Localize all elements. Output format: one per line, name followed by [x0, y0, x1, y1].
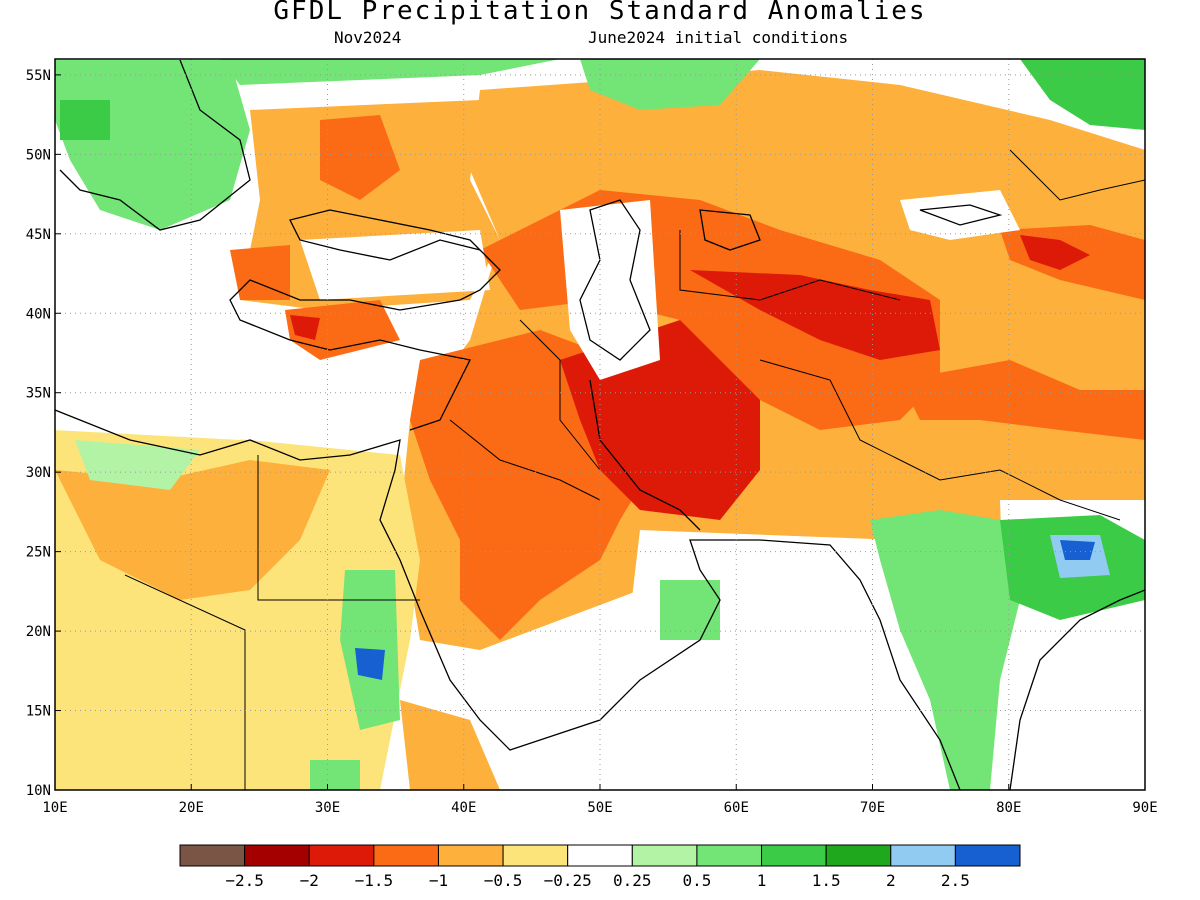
colorbar-swatch [825, 844, 892, 867]
mediterranean-blacksea-coast [229, 209, 501, 431]
lon-label: 10E [42, 800, 67, 816]
iraq-iran-border [519, 319, 601, 471]
ethiopia-dry [400, 700, 500, 790]
egypt-sudan-border [257, 455, 420, 601]
russia-north-wet [580, 59, 760, 110]
sahara-dry-patch [55, 460, 330, 600]
mongolia-red [1020, 235, 1090, 270]
colorbar-labels: −2.5 −2 −1.5 −1 −0.5 −0.25 0.25 0.5 1 1.5 2 2.5 [225, 871, 969, 890]
colorbar-swatch [437, 844, 504, 867]
mediterranean-neutral [55, 260, 240, 440]
colorbar-swatch [567, 844, 633, 867]
lon-label: 30E [315, 800, 340, 816]
tibet-west [900, 360, 1145, 440]
lat-label: 30N [26, 465, 51, 481]
initial-conditions-label: June2024 initial conditions [588, 28, 849, 47]
lon-label: 40E [451, 800, 476, 816]
siberia-wet [1020, 59, 1145, 130]
kazakhstan-border [679, 230, 901, 301]
map-title: GFDL Precipitation Standard Anomalies [273, 0, 927, 26]
oman-wet [660, 580, 720, 640]
colorbar-swatch [308, 844, 375, 867]
anatolia-orange [285, 300, 400, 360]
balkans-orange [230, 245, 290, 300]
valid-month-label: Nov2024 [334, 28, 402, 47]
black-sea-neutral [300, 230, 490, 300]
plot-frame [54, 58, 1146, 791]
colorbar [179, 844, 1021, 867]
arabian-sea-neutral [620, 530, 900, 790]
lat-label: 20N [26, 624, 51, 640]
colorbar-swatch [631, 844, 698, 867]
lon-label: 60E [724, 800, 749, 816]
lon-label: 50E [587, 800, 612, 816]
colorbar-swatch [179, 844, 246, 867]
colorbar-label: −1 [429, 871, 448, 890]
chad-border [124, 574, 246, 790]
bengal-coast [1009, 589, 1145, 790]
caspian-sea [579, 199, 651, 361]
india-east-wet [870, 510, 1020, 790]
lake-baikal-region [919, 204, 1003, 226]
lat-label: 35N [26, 386, 51, 402]
colorbar-label: −0.25 [544, 871, 592, 890]
anatolia-red [290, 315, 320, 340]
mongolia-neutral [900, 190, 1020, 240]
gulf-coast [589, 379, 701, 531]
colorbar-label: 2.5 [941, 871, 970, 890]
coastline-layer [55, 59, 1145, 790]
colorbar-label: 0.5 [682, 871, 711, 890]
caspian-neutral [560, 200, 660, 380]
southern-coastline [55, 409, 961, 790]
afghan-pakistan-border [759, 359, 901, 461]
libya-wet [75, 440, 200, 490]
lat-label: 45N [26, 227, 51, 243]
lat-label: 10N [26, 783, 51, 799]
lat-label: 40N [26, 306, 51, 322]
colorbar-label: 1 [757, 871, 767, 890]
lat-label: 15N [26, 704, 51, 720]
graticule [54, 59, 1146, 791]
south-sudan-wet [310, 760, 360, 790]
ukraine-orange [320, 115, 400, 200]
colorbar-swatch [373, 844, 439, 867]
lat-label: 55N [26, 68, 51, 84]
colorbar-swatch [244, 844, 310, 867]
mongolia-border [1009, 149, 1145, 201]
lon-label: 70E [860, 800, 885, 816]
lat-label: 50N [26, 147, 51, 163]
scandinavia-wet [220, 59, 560, 85]
colorbar-label: 2 [886, 871, 896, 890]
saudi-border [449, 419, 601, 501]
colorbar-swatch [761, 844, 827, 867]
border-layer [124, 149, 1145, 790]
aral-sea [699, 209, 761, 251]
sudan-max [355, 648, 385, 680]
colorbar-swatch [696, 844, 763, 867]
colorbar-swatch [890, 844, 956, 867]
lon-label: 80E [996, 800, 1021, 816]
colorbar-label: −2 [300, 871, 319, 890]
latitude-labels: 55N 50N 45N 40N 35N 30N 25N 20N 15N 10N [26, 68, 51, 799]
colorbar-swatch [954, 844, 1021, 867]
himalaya-border [899, 459, 1121, 521]
longitude-labels: 10E 20E 30E 40E 50E 60E 70E 80E 90E [42, 800, 1157, 816]
bengal-max [1060, 540, 1095, 560]
colorbar-label: −1.5 [355, 871, 394, 890]
colorbar-label: 1.5 [812, 871, 841, 890]
shading-layer [55, 59, 1145, 790]
central-asia-core [690, 270, 940, 360]
colorbar-label: −2.5 [225, 871, 264, 890]
lon-label: 90E [1132, 800, 1157, 816]
colorbar-swatch [502, 844, 569, 867]
north-sea-wet [60, 100, 110, 140]
colorbar-label: 0.25 [613, 871, 652, 890]
europe-coast [59, 59, 251, 231]
lat-label: 25N [26, 545, 51, 561]
colorbar-label: −0.5 [484, 871, 523, 890]
lon-label: 20E [179, 800, 204, 816]
